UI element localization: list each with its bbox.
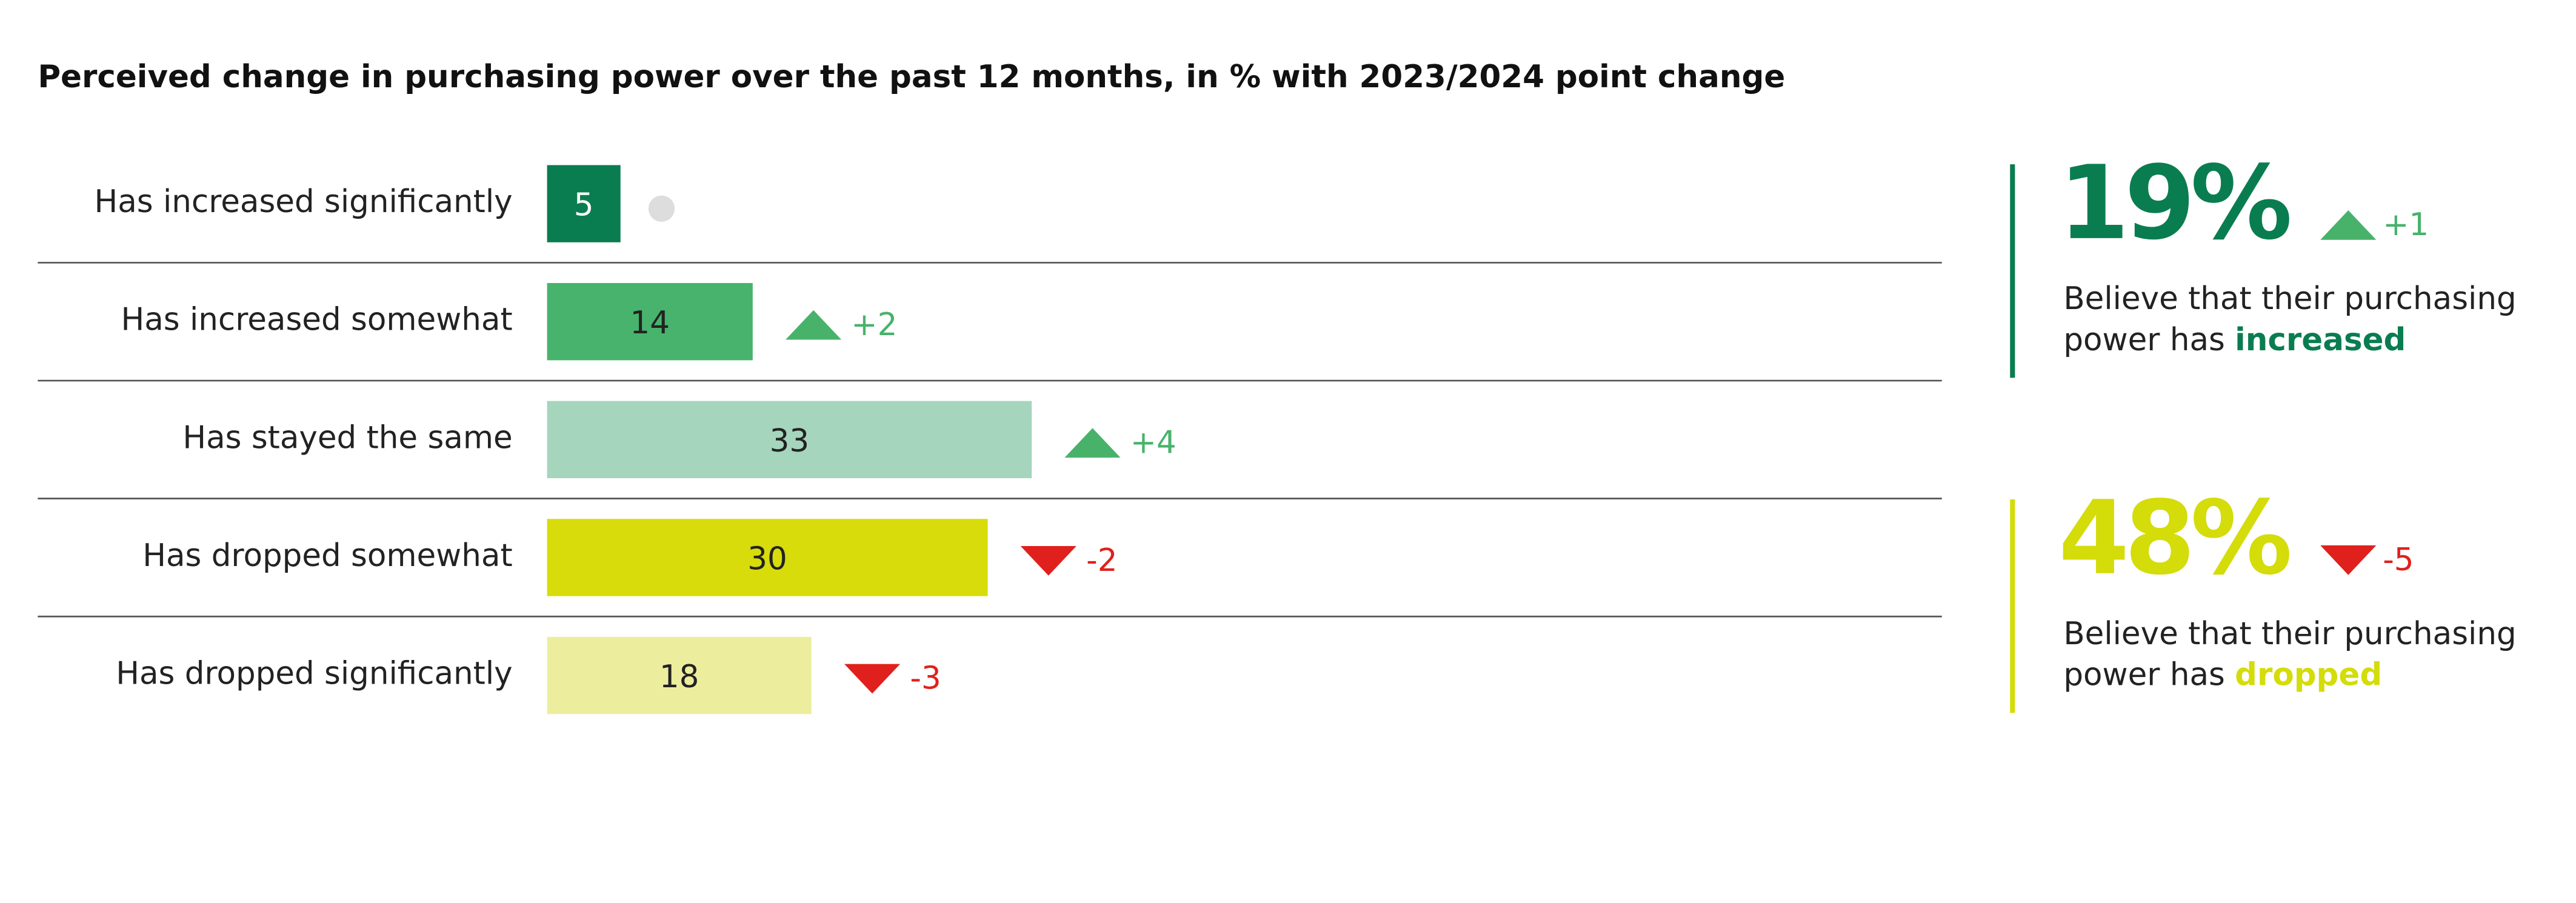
- summary-text: Believe that their purchasing: [2063, 281, 2516, 317]
- change-label: -2: [1086, 542, 1117, 579]
- change-label: +4: [1130, 424, 1176, 461]
- category-label: Has dropped somewhat: [142, 538, 512, 574]
- arrow-up: [1064, 428, 1121, 458]
- no-change-dot: [648, 195, 675, 222]
- value-label: 14: [630, 305, 670, 341]
- category-label: Has dropped significantly: [116, 656, 512, 692]
- summary-line: Believe that their purchasing: [2063, 281, 2516, 317]
- arrow-up: [2320, 210, 2377, 240]
- category-label: Has increased somewhat: [121, 302, 513, 338]
- bar: [547, 636, 812, 715]
- summary-line: power has: [2063, 322, 2224, 358]
- bar: [547, 401, 1032, 479]
- summary-highlight: dropped: [2235, 657, 2382, 693]
- summary-line: power has: [2063, 657, 2224, 693]
- arrow-down: [844, 664, 901, 694]
- bar: [547, 165, 621, 242]
- summary-highlight: increased: [2235, 322, 2406, 358]
- category-label: Has stayed the same: [182, 419, 512, 456]
- value-label: 33: [770, 423, 810, 459]
- value-label: 18: [659, 659, 699, 695]
- category-label: Has increased significantly: [95, 184, 513, 220]
- arrow-down: [2320, 545, 2377, 575]
- summary-percent: 48%: [2058, 479, 2290, 598]
- summary-text: power has dropped: [2063, 657, 2382, 693]
- value-label: 5: [574, 187, 594, 224]
- change-label: +2: [851, 307, 897, 343]
- summary-change: +1: [2383, 207, 2429, 243]
- chart-title: Perceived change in purchasing power ove…: [38, 59, 1785, 95]
- arrow-down: [1020, 545, 1076, 576]
- value-label: 30: [747, 541, 787, 577]
- arrow-up: [786, 310, 842, 340]
- summary-text: Believe that their purchasing: [2063, 616, 2516, 652]
- bar: [547, 283, 753, 361]
- summary-line: Believe that their purchasing: [2063, 616, 2516, 652]
- summary-percent: 19%: [2058, 144, 2290, 262]
- summary-text: power has increased: [2063, 322, 2406, 358]
- bar: [547, 519, 988, 596]
- change-label: -3: [910, 661, 941, 697]
- summary-change: -5: [2383, 542, 2414, 578]
